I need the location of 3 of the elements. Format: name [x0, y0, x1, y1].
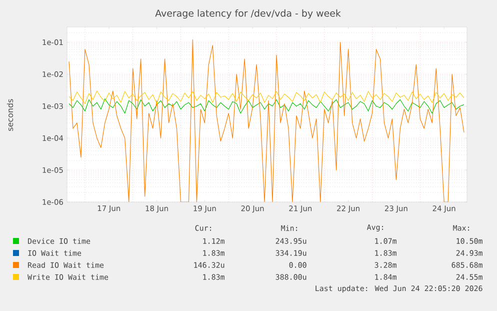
line-series — [68, 90, 464, 104]
chart-title: Average latency for /dev/vda - by week — [155, 9, 341, 19]
line-series — [68, 98, 464, 114]
